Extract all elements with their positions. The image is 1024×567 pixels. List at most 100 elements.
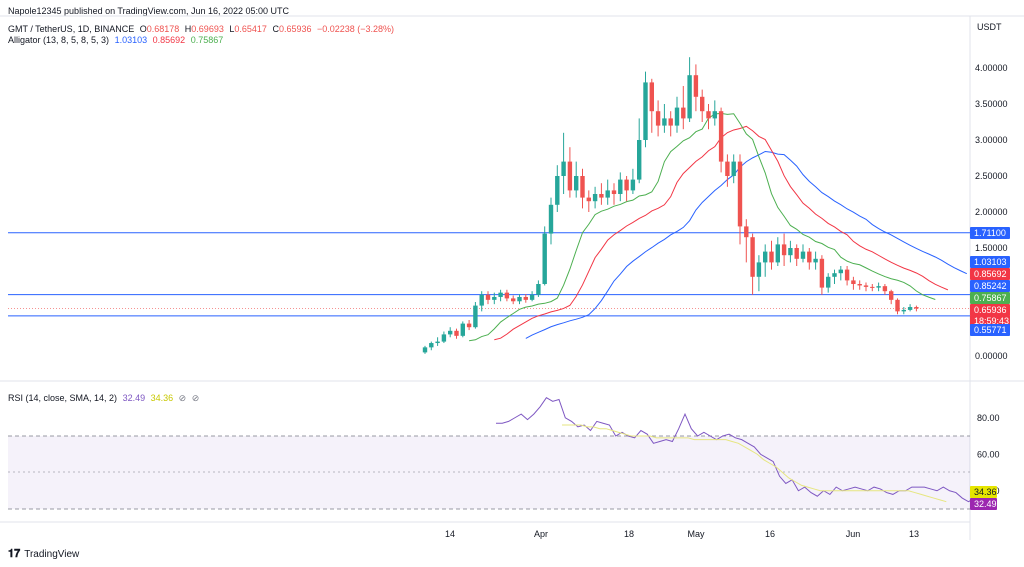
- alligator-legend: Alligator (13, 8, 5, 8, 5, 3) 1.03103 0.…: [8, 35, 226, 45]
- tradingview-logo-icon: 𝟏𝟕: [8, 548, 21, 560]
- tradingview-brand[interactable]: 𝟏𝟕 TradingView: [8, 548, 79, 561]
- candle-body: [725, 161, 730, 176]
- time-tick-label: Jun: [846, 529, 861, 539]
- candle-body: [744, 226, 749, 238]
- candle-body: [857, 284, 862, 286]
- rsi-value: 32.49: [122, 393, 146, 403]
- candle-body: [706, 111, 711, 119]
- hide-icon[interactable]: ⊘: [178, 393, 187, 403]
- candle-body: [807, 251, 812, 263]
- time-tick-label: 14: [445, 529, 455, 539]
- candle-body: [851, 280, 856, 284]
- price-tick-label: 0.00000: [975, 351, 1008, 361]
- candle-body: [901, 309, 906, 312]
- candle-body: [422, 347, 428, 353]
- candle-body: [548, 204, 554, 234]
- candle-body: [555, 176, 560, 205]
- candle-body: [876, 286, 881, 288]
- rsi-tag: [970, 498, 997, 510]
- candle-body: [479, 294, 484, 306]
- candle-body: [907, 307, 913, 310]
- rsi-legend: RSI (14, close, SMA, 14, 2) 32.49 34.36 …: [8, 393, 202, 404]
- candle-body: [435, 341, 440, 344]
- candle-body: [788, 248, 793, 256]
- alligator-teeth-value: 0.85692: [152, 35, 186, 45]
- price-tag-label: 0.75867: [974, 293, 1007, 303]
- candle-body: [605, 190, 610, 198]
- candle-body: [737, 161, 743, 227]
- price-tag-label: 0.85692: [974, 269, 1007, 279]
- price-tick-label: 3.50000: [975, 99, 1008, 109]
- price-tag: [970, 304, 1010, 316]
- price-tick-label: 3.00000: [975, 135, 1008, 145]
- candle-body: [731, 161, 736, 176]
- candle-body: [473, 305, 478, 328]
- candle-body: [460, 323, 465, 336]
- candle-body: [863, 285, 869, 287]
- price-tick-label: 4.00000: [975, 63, 1008, 73]
- candle-body: [542, 233, 547, 284]
- candle-body: [536, 284, 541, 295]
- price-tag: [970, 324, 1010, 336]
- candle-body: [693, 75, 699, 97]
- candle-body: [561, 161, 566, 176]
- candle-body: [914, 307, 919, 309]
- candle-body: [819, 258, 825, 288]
- candle-body: [649, 82, 654, 112]
- candle-body: [492, 296, 497, 300]
- candle-body: [454, 330, 459, 336]
- alligator-lips-line: [469, 112, 936, 342]
- price-tick-label: 1.50000: [975, 243, 1008, 253]
- candle-body: [775, 244, 780, 263]
- low-label: L: [229, 24, 235, 34]
- rsi-label[interactable]: RSI (14, close, SMA, 14, 2): [8, 393, 118, 403]
- candle-body: [529, 294, 535, 300]
- candle-body: [567, 161, 573, 191]
- candle-body: [800, 251, 806, 259]
- price-tag-label: 18:59:43: [974, 316, 1009, 326]
- candle-body: [580, 176, 585, 198]
- rsi-sma-value: 34.36: [150, 393, 174, 403]
- rsi-band-fill: [8, 436, 970, 509]
- candle-body: [429, 343, 434, 348]
- price-tag-label: 0.65936: [974, 305, 1007, 315]
- candle-body: [763, 251, 768, 263]
- price-tag: [970, 256, 1010, 268]
- candle-body: [448, 330, 453, 335]
- candle-body: [498, 292, 503, 297]
- candle-body: [504, 292, 510, 299]
- price-tag: [970, 292, 1010, 304]
- candle-body: [870, 286, 875, 288]
- high-label: H: [184, 24, 192, 34]
- candle-body: [882, 286, 888, 292]
- price-tag-label: 1.03103: [974, 257, 1007, 267]
- candle-body: [599, 194, 604, 198]
- symbol-name[interactable]: GMT / TetherUS, 1D, BINANCE: [8, 24, 135, 34]
- alligator-label[interactable]: Alligator (13, 8, 5, 8, 5, 3): [8, 35, 110, 45]
- time-tick-label: 13: [909, 529, 919, 539]
- candle-body: [750, 237, 755, 277]
- rsi-ma-line: [562, 424, 947, 503]
- candle-body: [794, 248, 799, 259]
- candle-body: [523, 296, 528, 300]
- candle-body: [655, 111, 661, 126]
- open-value: 0.68178: [146, 24, 180, 34]
- price-tag: [970, 268, 1010, 280]
- candle-body: [712, 111, 717, 119]
- rsi-tag-label: 32.49: [974, 499, 997, 509]
- candle-body: [517, 296, 522, 302]
- candle-body: [611, 190, 617, 194]
- candle-body: [813, 258, 818, 263]
- alligator-jaw-line: [525, 150, 968, 339]
- candle-body: [674, 107, 680, 126]
- candle-body: [681, 107, 686, 119]
- candle-body: [662, 118, 667, 126]
- candle-body: [700, 96, 705, 112]
- candle-body: [511, 298, 516, 302]
- price-tag-label: 0.85242: [974, 281, 1007, 291]
- time-tick-label: May: [687, 529, 705, 539]
- high-value: 0.69693: [191, 24, 224, 34]
- alligator-jaw-value: 1.03103: [114, 35, 148, 45]
- hide-icon-2[interactable]: ⊘: [191, 393, 200, 403]
